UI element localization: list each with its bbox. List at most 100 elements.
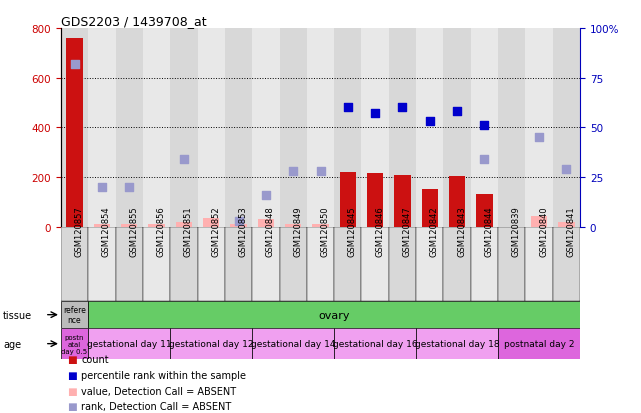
Point xyxy=(124,184,135,191)
Text: GDS2203 / 1439708_at: GDS2203 / 1439708_at xyxy=(61,15,206,28)
Point xyxy=(261,192,271,199)
Bar xyxy=(394,175,411,227)
Bar xyxy=(334,328,416,359)
Bar xyxy=(367,174,383,227)
Bar xyxy=(334,227,362,301)
Bar xyxy=(553,29,580,227)
Bar xyxy=(307,29,334,227)
Text: ■: ■ xyxy=(67,401,77,411)
Text: GSM120852: GSM120852 xyxy=(211,206,221,256)
Text: GSM120851: GSM120851 xyxy=(184,206,193,256)
Bar xyxy=(252,227,279,301)
Text: gestational day 14: gestational day 14 xyxy=(251,339,335,348)
Bar xyxy=(334,29,362,227)
Text: age: age xyxy=(3,339,21,349)
Bar xyxy=(88,328,171,359)
Point xyxy=(370,111,380,117)
Text: GSM120843: GSM120843 xyxy=(457,206,466,256)
Text: GSM120848: GSM120848 xyxy=(266,206,275,256)
Bar xyxy=(340,173,356,227)
Point xyxy=(315,169,326,175)
Point xyxy=(452,109,462,116)
Bar xyxy=(171,328,252,359)
Point xyxy=(288,169,298,175)
Bar xyxy=(143,29,171,227)
Bar xyxy=(476,195,493,227)
Bar xyxy=(197,227,225,301)
Text: gestational day 12: gestational day 12 xyxy=(169,339,253,348)
Text: GSM120844: GSM120844 xyxy=(485,206,494,256)
Bar xyxy=(362,29,389,227)
Bar xyxy=(148,224,165,227)
Bar xyxy=(67,39,83,227)
Text: GSM120842: GSM120842 xyxy=(430,206,439,256)
Text: postn
atal
day 0.5: postn atal day 0.5 xyxy=(62,334,88,354)
Bar xyxy=(498,29,526,227)
Text: ■: ■ xyxy=(67,386,77,396)
Bar xyxy=(279,29,307,227)
Point xyxy=(69,61,79,68)
Bar xyxy=(553,227,580,301)
Text: gestational day 18: gestational day 18 xyxy=(415,339,499,348)
Text: ovary: ovary xyxy=(319,310,350,320)
Bar xyxy=(230,225,247,227)
Point xyxy=(479,123,490,129)
Text: GSM120840: GSM120840 xyxy=(539,206,548,256)
Text: refere
nce: refere nce xyxy=(63,305,86,325)
Text: GSM120841: GSM120841 xyxy=(567,206,576,256)
Bar xyxy=(88,29,115,227)
Bar xyxy=(143,227,171,301)
Bar xyxy=(61,29,88,227)
Bar xyxy=(252,328,334,359)
Bar xyxy=(115,29,143,227)
Bar xyxy=(416,29,444,227)
Bar xyxy=(225,29,252,227)
Bar xyxy=(61,227,88,301)
Point xyxy=(343,105,353,112)
Bar xyxy=(498,227,526,301)
Bar xyxy=(171,29,197,227)
Point xyxy=(179,157,189,163)
Text: ■: ■ xyxy=(67,370,77,380)
Bar xyxy=(176,223,192,227)
Text: rank, Detection Call = ABSENT: rank, Detection Call = ABSENT xyxy=(81,401,231,411)
Text: ■: ■ xyxy=(67,354,77,364)
Bar xyxy=(389,227,416,301)
Bar xyxy=(258,220,274,227)
Text: percentile rank within the sample: percentile rank within the sample xyxy=(81,370,246,380)
Text: GSM120847: GSM120847 xyxy=(403,206,412,256)
Text: count: count xyxy=(81,354,109,364)
Text: GSM120857: GSM120857 xyxy=(74,206,83,256)
Bar xyxy=(252,29,279,227)
Bar xyxy=(526,227,553,301)
Bar xyxy=(197,29,225,227)
Bar xyxy=(526,29,553,227)
Point xyxy=(562,166,572,173)
Bar xyxy=(449,176,465,227)
Text: GSM120854: GSM120854 xyxy=(102,206,111,256)
Point xyxy=(425,119,435,126)
Text: value, Detection Call = ABSENT: value, Detection Call = ABSENT xyxy=(81,386,237,396)
Text: GSM120856: GSM120856 xyxy=(156,206,165,256)
Bar xyxy=(88,227,115,301)
Bar xyxy=(444,227,470,301)
Bar xyxy=(416,328,498,359)
Bar xyxy=(470,227,498,301)
Bar xyxy=(470,29,498,227)
Bar xyxy=(61,301,88,328)
Text: GSM120839: GSM120839 xyxy=(512,206,520,256)
Point xyxy=(97,184,107,191)
Text: postnatal day 2: postnatal day 2 xyxy=(504,339,574,348)
Bar xyxy=(285,225,301,227)
Bar xyxy=(444,29,470,227)
Text: GSM120853: GSM120853 xyxy=(238,206,247,256)
Point xyxy=(479,157,490,163)
Bar xyxy=(389,29,416,227)
Bar xyxy=(312,225,329,227)
Bar xyxy=(225,227,252,301)
Bar xyxy=(362,227,389,301)
Bar xyxy=(61,328,88,359)
Text: GSM120849: GSM120849 xyxy=(293,206,302,256)
Text: GSM120850: GSM120850 xyxy=(320,206,329,256)
Text: gestational day 16: gestational day 16 xyxy=(333,339,417,348)
